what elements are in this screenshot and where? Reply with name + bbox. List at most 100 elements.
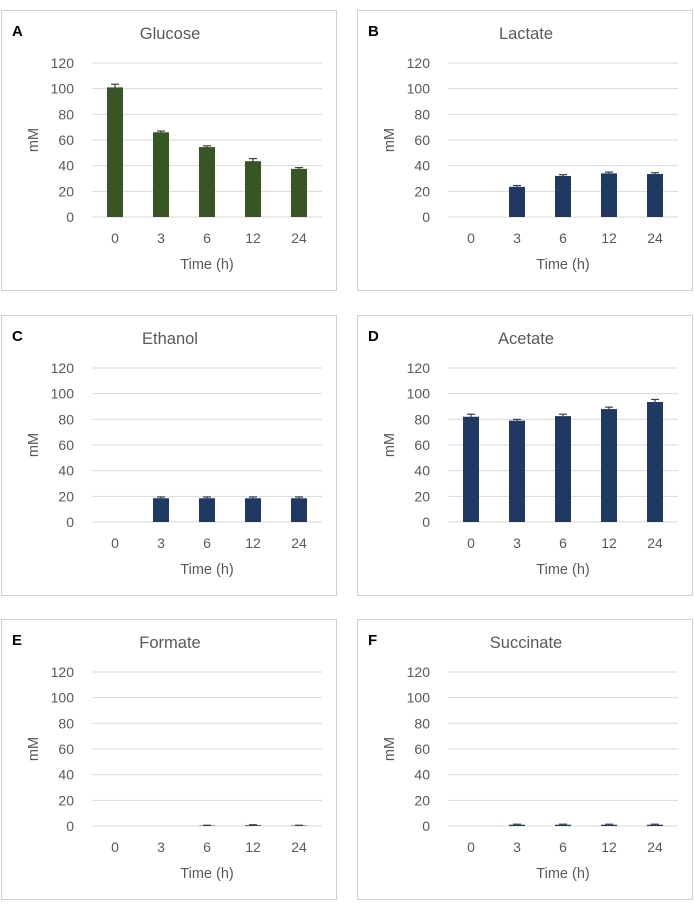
chart-title: Glucose (140, 25, 201, 43)
y-tick-label: 100 (407, 690, 431, 706)
y-tick-label: 100 (407, 81, 431, 97)
panel-glucose: A Glucose 0 20 40 60 80 100 120 mM 0 3 6 12 24 Time (h) (1, 10, 337, 291)
bar (199, 498, 215, 522)
bar (647, 174, 663, 217)
y-tick-label: 60 (414, 132, 430, 148)
bar (291, 168, 307, 217)
y-tick-label: 80 (414, 715, 430, 731)
panel-letter: D (368, 328, 379, 345)
y-tick-label: 40 (414, 767, 430, 783)
x-tick-label: 0 (467, 535, 475, 551)
x-tick-label: 24 (647, 230, 663, 246)
x-tick-label: 12 (245, 535, 261, 551)
chart-title: Succinate (490, 634, 562, 652)
bar (153, 132, 169, 217)
bar (555, 175, 571, 217)
error-bar (249, 496, 257, 500)
y-tick-label: 0 (422, 209, 430, 225)
panel-letter: E (12, 632, 22, 649)
x-tick-label: 24 (647, 839, 663, 855)
chart-title: Ethanol (142, 330, 198, 348)
bar (601, 409, 617, 522)
y-axis-title: mM (382, 128, 398, 152)
x-tick-label: 0 (111, 535, 119, 551)
y-tick-label: 20 (414, 488, 430, 504)
y-axis-title: mM (382, 433, 398, 457)
y-tick-label: 0 (66, 818, 74, 834)
error-bar (295, 824, 303, 826)
error-bar (111, 83, 119, 91)
x-tick-label: 24 (291, 839, 307, 855)
x-tick-label: 12 (601, 535, 617, 551)
panel-succinate: F Succinate 0 20 40 60 80 100 120 mM 0 3 6 12 24 Time (… (357, 619, 693, 900)
y-tick-label: 80 (414, 411, 430, 427)
bar (509, 186, 525, 217)
y-axis-title: mM (26, 433, 42, 457)
x-tick-label: 12 (245, 839, 261, 855)
y-tick-label: 0 (66, 514, 74, 530)
x-tick-label: 6 (559, 230, 567, 246)
bar (509, 824, 525, 826)
x-axis-title: Time (h) (536, 562, 589, 578)
error-bar (559, 174, 567, 178)
y-tick-label: 60 (58, 741, 74, 757)
chart-svg: D Acetate 0 20 40 60 80 100 120 mM 0 3 6 12 24 Time (h) (368, 328, 678, 578)
bar (647, 824, 663, 826)
bar (245, 161, 261, 217)
x-tick-label: 6 (203, 535, 211, 551)
error-bar (203, 824, 211, 826)
y-tick-label: 60 (414, 741, 430, 757)
y-tick-label: 0 (66, 209, 74, 225)
panel-letter: F (368, 632, 377, 649)
y-tick-label: 80 (414, 106, 430, 122)
panel-formate: E Formate 0 20 40 60 80 100 120 mM 0 3 6 12 24 Time (h) (1, 619, 337, 900)
error-bar (559, 413, 567, 419)
x-tick-label: 0 (467, 839, 475, 855)
bar (463, 416, 479, 522)
error-bar (513, 184, 521, 189)
y-tick-label: 100 (407, 386, 431, 402)
y-tick-label: 120 (51, 360, 75, 376)
x-tick-label: 3 (157, 230, 165, 246)
panel-ethanol: C Ethanol 0 20 40 60 80 100 120 mM 0 3 6 12 24 Time (h) (1, 315, 337, 596)
error-bar (605, 823, 613, 826)
x-tick-label: 6 (559, 535, 567, 551)
y-tick-label: 60 (58, 132, 74, 148)
error-bar (651, 398, 659, 405)
x-tick-label: 12 (601, 230, 617, 246)
bar (291, 498, 307, 522)
error-bar (295, 496, 303, 500)
y-tick-label: 40 (414, 463, 430, 479)
y-tick-label: 100 (51, 690, 75, 706)
bar (245, 498, 261, 522)
error-bar (249, 158, 257, 164)
y-tick-label: 100 (51, 386, 75, 402)
bar (107, 87, 123, 217)
x-tick-label: 6 (559, 839, 567, 855)
panel-acetate: D Acetate 0 20 40 60 80 100 120 mM 0 3 6 12 24 Time (h) (357, 315, 693, 596)
error-bar (605, 171, 613, 175)
y-tick-label: 20 (414, 183, 430, 199)
y-tick-label: 120 (407, 360, 431, 376)
x-tick-label: 3 (513, 535, 521, 551)
chart-svg: C Ethanol 0 20 40 60 80 100 120 mM 0 3 6 12 24 Time (h) (12, 328, 322, 578)
chart-svg: E Formate 0 20 40 60 80 100 120 mM 0 3 6 12 24 Time (h) (12, 632, 322, 882)
y-tick-label: 120 (51, 55, 75, 71)
bar (555, 824, 571, 826)
chart-svg: A Glucose 0 20 40 60 80 100 120 mM 0 3 6 12 24 Time (h) (12, 23, 322, 273)
y-tick-label: 60 (414, 437, 430, 453)
x-tick-label: 3 (513, 839, 521, 855)
panel-letter: B (368, 23, 379, 40)
y-tick-label: 120 (407, 664, 431, 680)
error-bar (203, 145, 211, 149)
x-axis-title: Time (h) (180, 257, 233, 273)
error-bar (467, 413, 475, 420)
panel-letter: C (12, 328, 23, 345)
y-tick-label: 60 (58, 437, 74, 453)
y-tick-label: 20 (414, 792, 430, 808)
y-tick-label: 20 (58, 183, 74, 199)
y-axis-title: mM (26, 128, 42, 152)
x-tick-label: 24 (291, 535, 307, 551)
bar (647, 402, 663, 522)
